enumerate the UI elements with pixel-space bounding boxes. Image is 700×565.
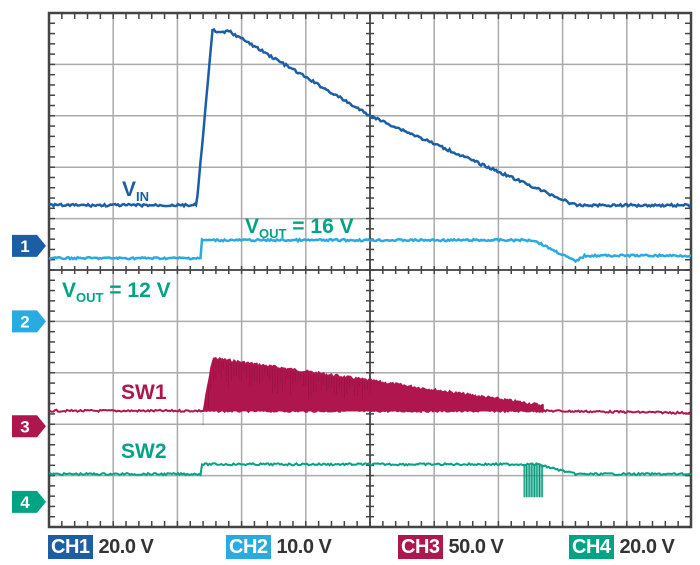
ch4-tag: CH4: [569, 535, 614, 559]
oscilloscope-plot: 1 2 3 4 VIN VOUT = 16 V VOUT = 12 V SW1 SW2: [12, 11, 693, 529]
trace-sw2: [48, 461, 692, 477]
ch2-scale: CH2 10.0 V: [226, 534, 332, 560]
sw1-switching-envelope: [202, 356, 544, 412]
channel-2-ground-marker: 2: [12, 310, 46, 333]
trace-sw1: [48, 408, 692, 415]
annotation-vin: VIN: [122, 178, 149, 204]
plot-frame: [47, 11, 693, 529]
ch2-tag: CH2: [226, 535, 271, 559]
marker-shape: [12, 490, 46, 513]
ch3-scale-value: 50.0 V: [448, 535, 504, 558]
channel-3-ground-marker: 3: [12, 415, 46, 438]
marker-shape: [12, 415, 46, 438]
ch4-scale-value: 20.0 V: [619, 535, 675, 558]
ch2-scale-value: 10.0 V: [276, 535, 332, 558]
ch3-scale: CH3 50.0 V: [398, 534, 504, 560]
annotation-vout: VOUT = 16 V: [245, 215, 354, 241]
channel-1-ground-marker: 1: [12, 234, 46, 257]
ch1-scale: CH1 20.0 V: [48, 534, 154, 560]
marker-label: 4: [20, 493, 30, 512]
sw2-pulse-block: [524, 465, 544, 498]
marker-shape: [12, 310, 46, 333]
trace-vout16: [48, 237, 692, 264]
channel-4-ground-marker: 4: [12, 490, 46, 513]
annotation-sw2: SW2: [121, 440, 167, 463]
ch1-tag: CH1: [48, 535, 93, 559]
ch4-scale: CH4 20.0 V: [569, 534, 675, 560]
marker-label: 3: [20, 417, 29, 436]
annotation-sw1: SW1: [121, 381, 167, 404]
ch3-tag: CH3: [398, 535, 443, 559]
marker-label: 2: [20, 312, 29, 331]
marker-shape: [12, 234, 46, 257]
ch1-scale-value: 20.0 V: [98, 535, 154, 558]
marker-label: 1: [20, 237, 29, 256]
trace-vin: [48, 28, 692, 209]
annotation-vout: VOUT = 12 V: [62, 279, 171, 305]
sw1-switching-pulses: [202, 359, 371, 426]
